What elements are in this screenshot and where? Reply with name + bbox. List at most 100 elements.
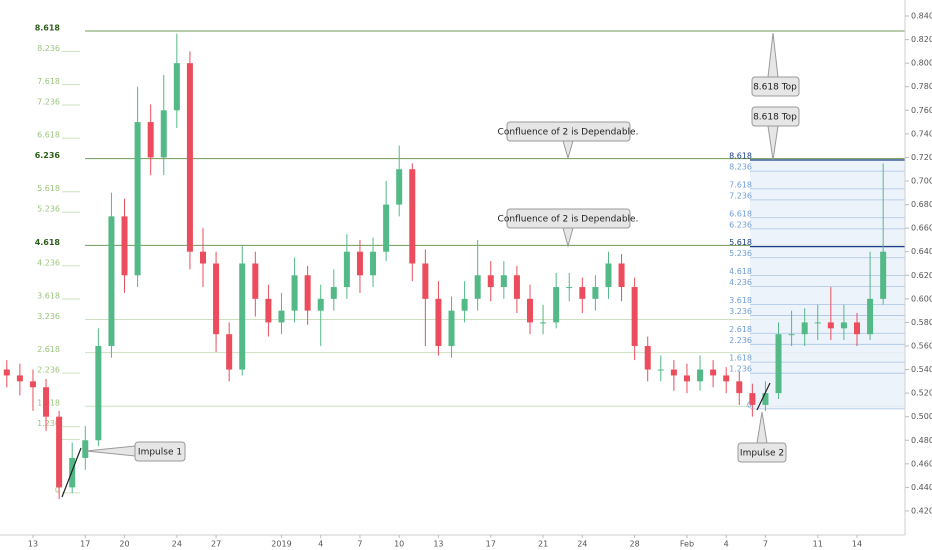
fib-level-label: 8.618 [35, 23, 61, 32]
fib-level-label: 8.618 [729, 152, 752, 161]
candle-body [814, 322, 821, 324]
candle-body [343, 251, 350, 288]
fib-level-label: 2.618 [37, 345, 60, 354]
fib-level-label: 4.618 [35, 238, 61, 247]
candle-body [840, 322, 847, 329]
fib-level-label: 4.618 [729, 267, 752, 276]
x-tick-label: 13 [433, 540, 443, 549]
candle-body [173, 63, 180, 111]
candle-body [474, 275, 481, 299]
candle-body [147, 122, 154, 158]
candle-body [644, 345, 651, 370]
x-tick-label: 17 [80, 540, 90, 549]
candle-body [291, 275, 298, 311]
candle-body [108, 216, 115, 346]
x-tick-label: 20 [119, 540, 129, 549]
callout-box [751, 76, 800, 97]
candle-body [200, 251, 207, 264]
fib-level-label: 7.236 [729, 191, 752, 200]
fib-level-label: 8.236 [729, 163, 752, 172]
impulse-line [61, 447, 82, 498]
annotation-text: 8.618 Top [753, 113, 797, 123]
candle-body [853, 322, 860, 335]
x-tick-label: 13 [28, 540, 38, 549]
candle-body [278, 310, 285, 323]
annotation: 8.618 Top [751, 32, 800, 97]
fib-level-label: 3.236 [37, 312, 60, 321]
annotation: Impulse 2 [737, 411, 787, 463]
callout-box [751, 106, 800, 127]
candle-body [540, 322, 547, 324]
fib-level-label: 6.618 [37, 131, 60, 140]
candle-body [710, 369, 717, 376]
x-tick-label: 28 [630, 540, 640, 549]
candle-body [631, 287, 638, 346]
candle-body [592, 287, 599, 299]
fib-level-label: 8.236 [37, 44, 60, 53]
fib-level-label: 6.236 [35, 151, 61, 160]
candle-body [500, 275, 507, 288]
candle-body [134, 122, 141, 276]
candle-body [422, 263, 429, 299]
x-tick-label: 7 [763, 540, 768, 549]
candle-body [697, 369, 704, 382]
callout-box [506, 121, 631, 142]
candle-body [29, 381, 36, 388]
candle-body [82, 440, 89, 458]
callout-box [134, 441, 186, 462]
candle-layer [3, 33, 887, 500]
candle-body [383, 204, 390, 252]
candle-body [461, 298, 468, 311]
fib-level-label: 2.618 [729, 325, 752, 334]
fib-level-label: 5.618 [729, 238, 752, 247]
fib-level-label: 6.236 [729, 220, 752, 229]
fib-level-label: 7.618 [37, 77, 60, 86]
candle-body [618, 263, 625, 288]
fib-level-label: 3.618 [37, 291, 60, 300]
candle-body [43, 387, 50, 417]
x-tick-label: 7 [357, 540, 362, 549]
candle-body [370, 251, 377, 276]
candle-body [265, 298, 272, 323]
x-tick-label: 27 [211, 540, 221, 549]
fib-level-label: 0 [747, 400, 752, 409]
candle-body [657, 369, 664, 371]
candle-body [566, 287, 573, 289]
fib-level-label: 6.618 [729, 209, 752, 218]
candle-body [56, 416, 63, 488]
callout-box [506, 208, 631, 229]
annotation-text: Confluence of 2 is Dependable. [498, 215, 639, 225]
candle-body [723, 375, 730, 382]
annotation: Impulse 1 [85, 441, 186, 462]
fib-level-label: 2.236 [37, 366, 60, 375]
fib-level-label: 7.618 [729, 180, 752, 189]
fib-level-label: 5.236 [37, 205, 60, 214]
candle-body [304, 275, 311, 311]
x-tick-label: 2019 [271, 540, 291, 549]
candle-body [69, 457, 76, 488]
candle-body [749, 393, 756, 405]
candle-body [801, 322, 808, 335]
candle-body [553, 287, 560, 323]
candle-body [762, 393, 769, 405]
fib-level-label: 1.236 [37, 419, 60, 428]
candle-body [827, 322, 834, 329]
candle-body [670, 369, 677, 376]
x-tick-label: 4 [318, 540, 323, 549]
candle-body [513, 275, 520, 299]
candle-body [186, 63, 193, 252]
fib-level-label: 3.236 [729, 307, 752, 316]
